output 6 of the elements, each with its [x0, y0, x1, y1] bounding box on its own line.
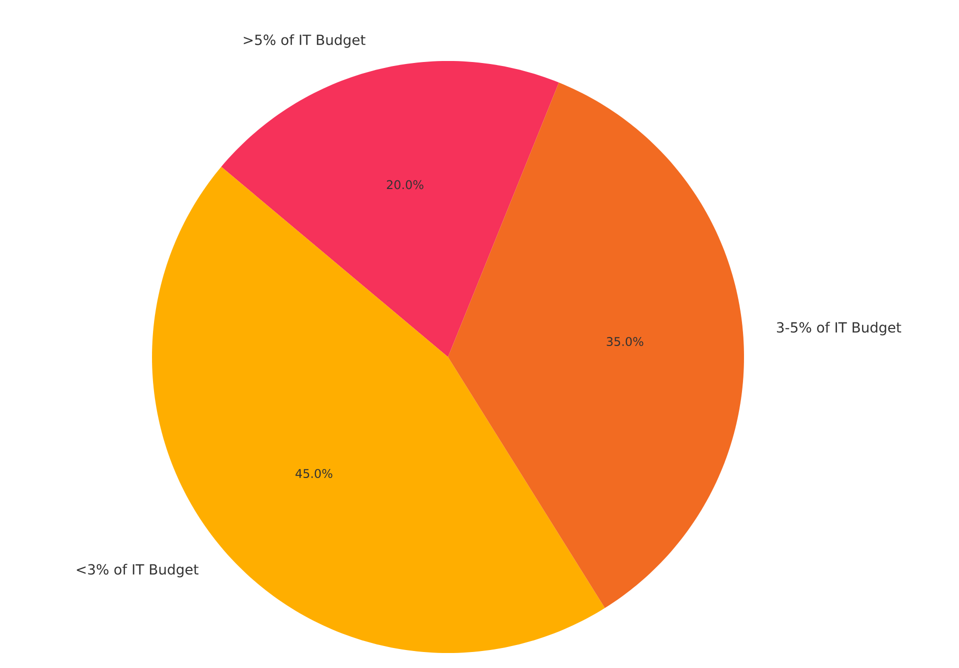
- slice-label: <3% of IT Budget: [76, 564, 198, 578]
- data-label: 35.0%: [606, 336, 644, 346]
- slice-label: 3-5% of IT Budget: [776, 322, 902, 336]
- data-label: 20.0%: [386, 180, 424, 190]
- data-label: 45.0%: [296, 468, 332, 478]
- slice-label: >5% of IT Budget: [244, 34, 366, 48]
